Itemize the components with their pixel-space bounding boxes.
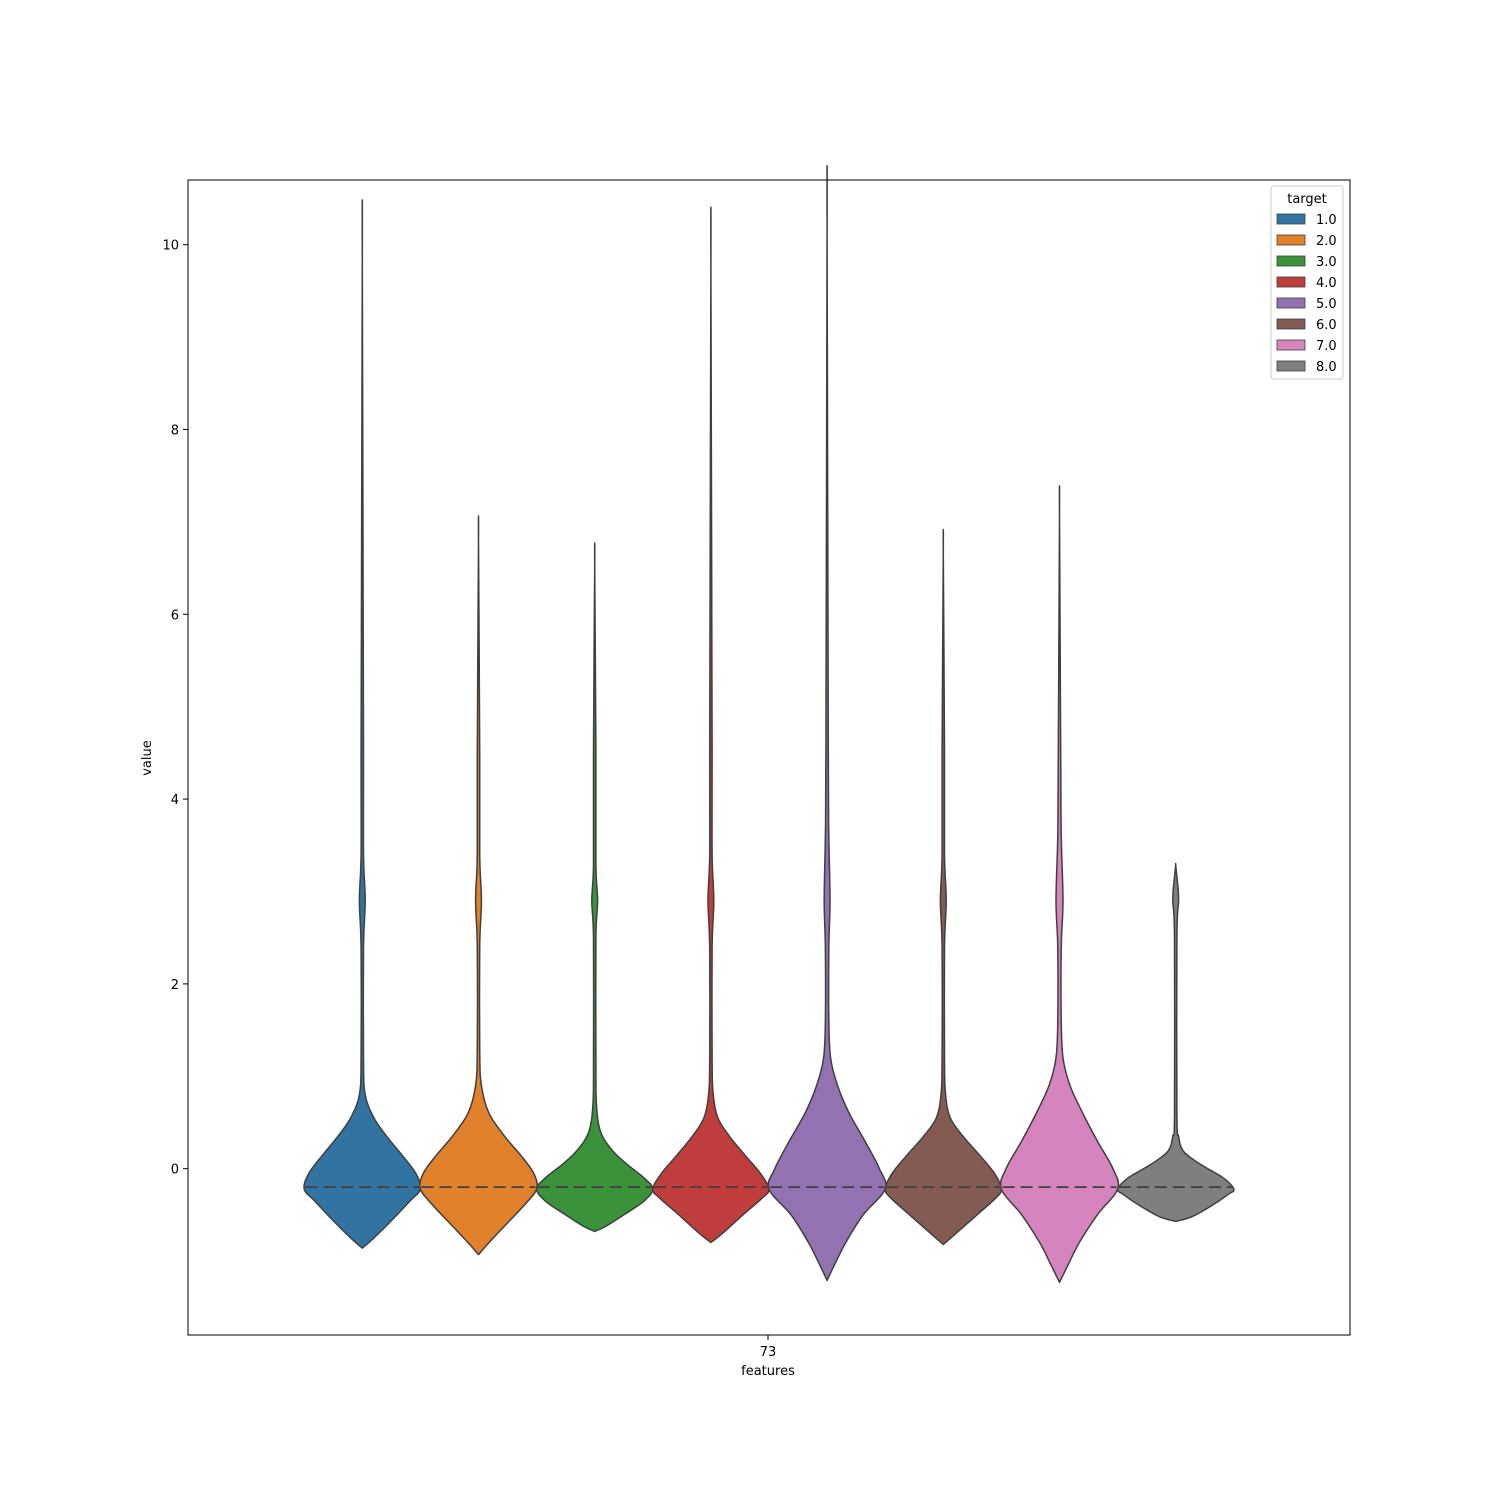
y-axis: 0 2 4 6 8 10: [162, 239, 188, 1178]
legend-swatch-2.0: [1276, 234, 1306, 246]
legend-swatch-4.0: [1276, 276, 1306, 288]
y-tick-label: 10: [162, 239, 179, 254]
legend-swatch-3.0: [1276, 255, 1306, 267]
legend-swatch-7.0: [1276, 339, 1306, 351]
violins-group: [303, 164, 1235, 1284]
y-tick-label: 4: [171, 793, 179, 808]
violin-2.0: [419, 515, 538, 1256]
legend-label-5.0: 5.0: [1316, 297, 1337, 312]
violin-3.0: [535, 542, 654, 1233]
plot-frame: [187, 179, 1351, 1336]
x-axis: 73: [760, 1335, 777, 1360]
legend-label-4.0: 4.0: [1316, 276, 1337, 291]
y-tick-label: 2: [171, 978, 179, 993]
legend-label-8.0: 8.0: [1316, 360, 1337, 375]
legend-swatch-5.0: [1276, 297, 1306, 309]
violin-6.0: [884, 528, 1003, 1246]
violin-1.0: [303, 199, 422, 1249]
y-tick-label: 6: [171, 608, 179, 623]
legend-label-6.0: 6.0: [1316, 318, 1337, 333]
violin-4.0: [652, 206, 770, 1244]
legend-label-3.0: 3.0: [1316, 255, 1337, 270]
violin-5.0: [767, 164, 887, 1282]
legend-swatch-6.0: [1276, 318, 1306, 330]
y-tick-label: 8: [171, 423, 179, 438]
violin-8.0: [1116, 862, 1235, 1223]
legend: target 1.0 2.0 3.0 4.0 5.0 6.0 7.0 8.0: [1270, 185, 1344, 380]
y-axis-label: value: [140, 740, 155, 776]
legend-frame: [1270, 185, 1344, 380]
violin-7.0: [999, 485, 1120, 1284]
legend-swatch-1.0: [1276, 213, 1306, 225]
legend-title: target: [1287, 192, 1327, 207]
x-axis-label: features: [741, 1364, 795, 1379]
legend-label-1.0: 1.0: [1316, 213, 1337, 228]
legend-swatch-8.0: [1276, 360, 1306, 372]
x-tick-label: 73: [760, 1345, 777, 1360]
legend-label-7.0: 7.0: [1316, 339, 1337, 354]
legend-items: 1.0 2.0 3.0 4.0 5.0 6.0 7.0 8.0: [1276, 213, 1337, 375]
legend-label-2.0: 2.0: [1316, 234, 1337, 249]
y-tick-label: 0: [171, 1163, 179, 1178]
